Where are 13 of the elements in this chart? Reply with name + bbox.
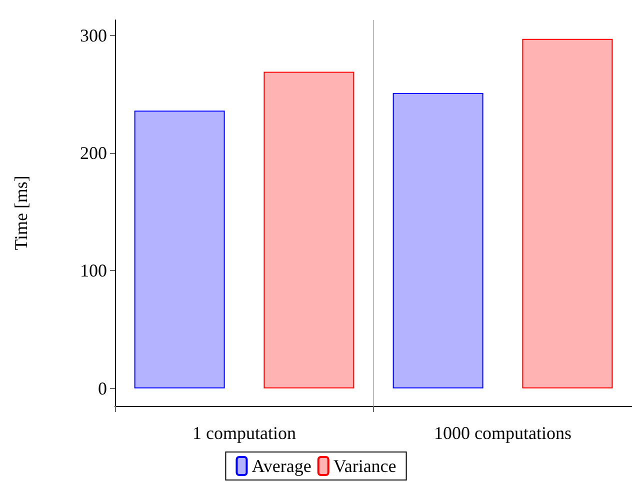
y-tick-label: 0 <box>98 378 107 398</box>
bar <box>522 38 613 388</box>
bar <box>134 110 225 388</box>
y-tick-label: 100 <box>80 260 107 281</box>
bar <box>264 72 354 388</box>
legend-label: Average <box>252 456 312 476</box>
x-tick-label: 1 computation <box>192 423 296 443</box>
y-tick-label: 300 <box>80 25 107 46</box>
x-tick-label: 1000 computations <box>434 423 572 443</box>
y-tick-label: 200 <box>80 142 107 163</box>
bar <box>392 92 484 388</box>
y-axis-title: Time [ms] <box>11 176 31 250</box>
legend-label: Variance <box>333 456 396 476</box>
